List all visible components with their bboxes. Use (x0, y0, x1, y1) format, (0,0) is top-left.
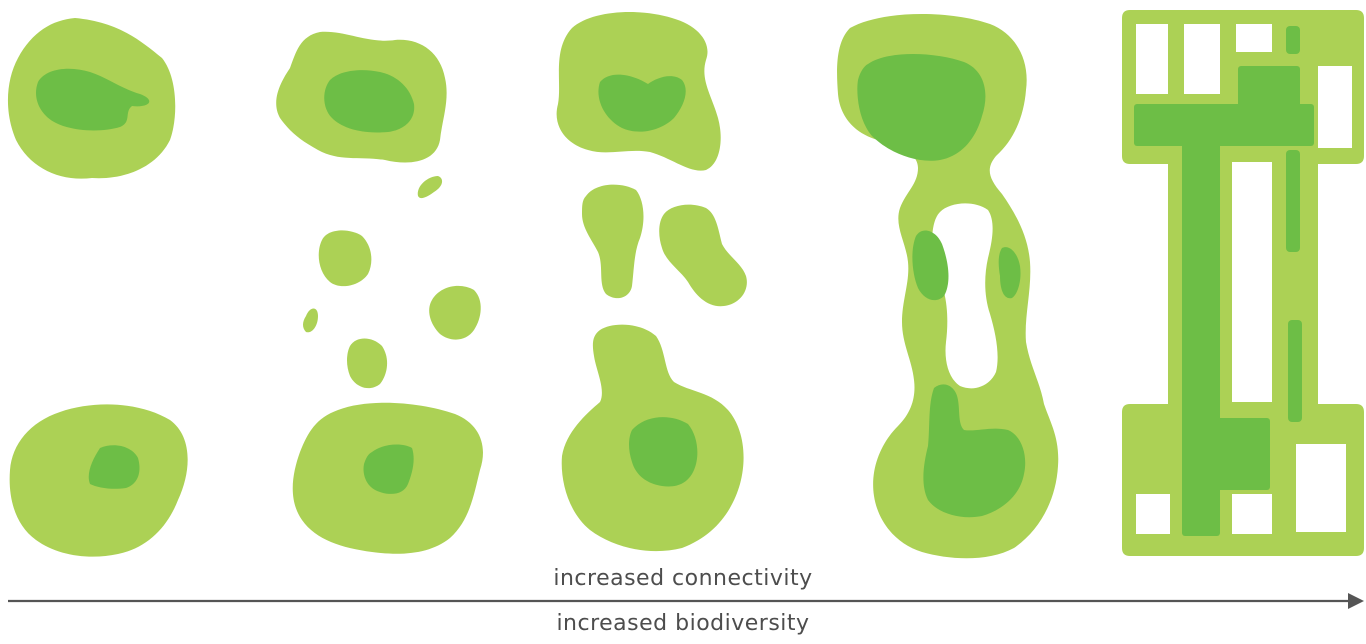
building-block (1318, 66, 1352, 148)
stage-4-continuous-corridor (837, 13, 1059, 559)
habitat-core-top (36, 68, 150, 131)
corridor-core (912, 230, 949, 301)
corridor-gap (932, 203, 998, 389)
building-block (1136, 494, 1170, 534)
stepping-stone-patch (429, 285, 481, 340)
biodiversity-label: increased biodiversity (556, 611, 810, 636)
progression-arrow (8, 593, 1364, 609)
habitat-core-bottom (629, 417, 698, 487)
core-block (1182, 418, 1270, 490)
stepping-stone-patch (318, 230, 372, 287)
stepping-stone-patch (417, 176, 443, 199)
stage-1-isolated-patches (7, 18, 188, 557)
stepping-stone-patch (347, 338, 388, 389)
corridor-core (998, 247, 1021, 299)
habitat-core-bottom (363, 444, 414, 494)
stage-2-stepping-stones (276, 31, 483, 554)
core-strip (1286, 150, 1300, 252)
habitat-core-top (857, 54, 986, 161)
building-block (1232, 162, 1272, 402)
urban-grid-buildings (1136, 24, 1352, 534)
habitat-core-bottom (923, 384, 1026, 518)
stage-5-urban-green-grid (1122, 10, 1364, 556)
core-strip (1288, 320, 1302, 422)
habitat-core-top (324, 70, 415, 133)
habitat-core-bottom (88, 445, 140, 489)
habitat-core-top (598, 74, 686, 132)
building-block (1232, 494, 1272, 534)
urban-grid-core-corridors (1134, 26, 1314, 536)
corridor-fragment (659, 204, 747, 307)
arrow-head-icon (1348, 593, 1364, 609)
building-block (1136, 24, 1168, 94)
core-corridor-vertical (1238, 66, 1300, 146)
connectivity-label: increased connectivity (553, 566, 813, 591)
building-block (1296, 444, 1346, 532)
building-block (1184, 24, 1220, 94)
building-block (1236, 24, 1272, 52)
stage-3-partial-corridor (556, 12, 747, 552)
core-strip (1286, 26, 1300, 54)
corridor-fragment (582, 184, 644, 299)
stepping-stone-patch (303, 308, 318, 333)
